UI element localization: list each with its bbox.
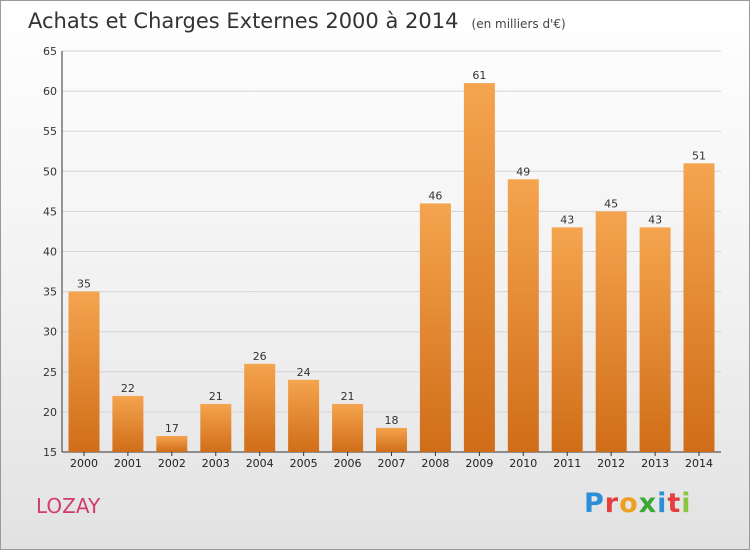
bar bbox=[463, 83, 495, 452]
chart-unit: (en milliers d'€) bbox=[471, 17, 566, 31]
logo-letter: r bbox=[604, 488, 620, 519]
data-label: 51 bbox=[692, 149, 706, 162]
bar bbox=[595, 211, 627, 452]
y-tick-label: 15 bbox=[43, 446, 57, 459]
data-labels: 35 22 17 21 26 24 21 18 46 61 49 43 45 43 51 bbox=[77, 69, 706, 435]
x-tick-label: 2010 bbox=[509, 457, 537, 470]
x-tick-label: 2001 bbox=[114, 457, 142, 470]
bar bbox=[551, 227, 583, 452]
data-label: 22 bbox=[121, 382, 135, 395]
commune-name: LOZAY bbox=[36, 494, 101, 518]
logo-letter: t bbox=[667, 488, 682, 519]
data-label: 18 bbox=[385, 414, 399, 427]
bar bbox=[200, 403, 232, 452]
y-tick-label: 50 bbox=[43, 165, 57, 178]
bar bbox=[156, 436, 188, 452]
x-tick-label: 2009 bbox=[465, 457, 493, 470]
data-label: 17 bbox=[165, 422, 179, 435]
x-tick-label: 2008 bbox=[421, 457, 449, 470]
data-label: 21 bbox=[209, 390, 223, 403]
y-tick-label: 30 bbox=[43, 326, 57, 339]
proxiti-logo: Proxiti bbox=[584, 488, 692, 519]
y-tick-label: 40 bbox=[43, 246, 57, 259]
data-label: 24 bbox=[297, 366, 311, 379]
chart-title: Achats et Charges Externes 2000 à 2014 bbox=[28, 9, 459, 33]
y-tick-label: 65 bbox=[43, 45, 57, 58]
data-label: 43 bbox=[648, 213, 662, 226]
y-tick-label: 55 bbox=[43, 125, 57, 138]
x-tick-label: 2004 bbox=[246, 457, 274, 470]
bar bbox=[244, 363, 276, 452]
x-tick-labels: 2000 2001 2002 2003 2004 2005 2006 2007 2008 2009… bbox=[70, 457, 713, 470]
x-tick-label: 2002 bbox=[158, 457, 186, 470]
x-tick-label: 2007 bbox=[378, 457, 406, 470]
bar bbox=[683, 163, 715, 453]
x-tick-label: 2011 bbox=[553, 457, 581, 470]
y-tick-label: 20 bbox=[43, 406, 57, 419]
x-tick-label: 2003 bbox=[202, 457, 230, 470]
logo-letter: P bbox=[584, 488, 605, 519]
x-tick-label: 2005 bbox=[290, 457, 318, 470]
y-tick-label: 25 bbox=[43, 366, 57, 379]
x-tick-label: 2013 bbox=[641, 457, 669, 470]
bars bbox=[68, 83, 715, 453]
data-label: 26 bbox=[253, 350, 267, 363]
data-label: 46 bbox=[428, 189, 442, 202]
data-label: 43 bbox=[560, 213, 574, 226]
x-tick-label: 2014 bbox=[685, 457, 713, 470]
y-tick-label: 45 bbox=[43, 205, 57, 218]
y-tick-label: 60 bbox=[43, 85, 57, 98]
data-label: 35 bbox=[77, 278, 91, 291]
chart-header: Achats et Charges Externes 2000 à 2014 (… bbox=[28, 9, 566, 33]
data-label: 21 bbox=[341, 390, 355, 403]
data-label: 61 bbox=[472, 69, 486, 82]
bar bbox=[332, 403, 364, 452]
logo-letter: x bbox=[638, 488, 658, 519]
logo-letter: o bbox=[619, 488, 639, 519]
bar bbox=[68, 291, 100, 452]
bar bbox=[639, 227, 671, 452]
logo-letter: i bbox=[657, 488, 668, 519]
data-label: 45 bbox=[604, 197, 618, 210]
bar bbox=[376, 427, 407, 452]
y-tick-labels: 15 20 25 30 35 40 45 50 55 60 65 bbox=[43, 45, 57, 459]
bar bbox=[419, 203, 451, 452]
x-tick-label: 2006 bbox=[334, 457, 362, 470]
logo-letter: i bbox=[681, 488, 692, 519]
y-tick-label: 35 bbox=[43, 286, 57, 299]
x-tick-label: 2012 bbox=[597, 457, 625, 470]
x-tick-label: 2000 bbox=[70, 457, 98, 470]
bar bbox=[507, 179, 539, 453]
bar bbox=[112, 395, 144, 452]
bar bbox=[288, 379, 320, 452]
data-label: 49 bbox=[516, 165, 530, 178]
